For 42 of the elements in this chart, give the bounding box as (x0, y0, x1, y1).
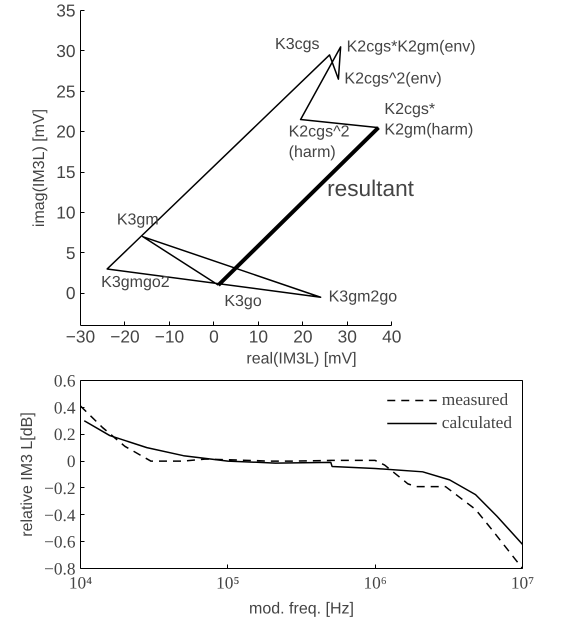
annotation: K2cgs*K2gm(env) (346, 38, 476, 56)
x-tick-label: 10 (248, 326, 268, 346)
y-tick-label: −0.6 (44, 532, 76, 552)
y-axis-title: relative IM3 L[dB] (19, 412, 36, 537)
y-tick-label: 15 (56, 162, 76, 182)
y-tick-label: 5 (66, 242, 76, 263)
y-tick-label: 30 (56, 40, 76, 61)
annotation: K3cgs (275, 36, 320, 53)
annotation: K2cgs^2(env) (344, 70, 442, 88)
x-tick-label: −10 (154, 326, 184, 346)
y-tick-label: 0 (66, 283, 76, 304)
annotation: resultant (327, 175, 415, 202)
x-tick-label: 0 (209, 326, 219, 346)
x-tick-label: 30 (338, 326, 357, 346)
y-tick-label: 0.4 (54, 398, 76, 418)
x-tick-label: 40 (382, 326, 402, 346)
x-axis-title: real(IM3L) [mV] (246, 350, 357, 368)
y-tick-label: 0.2 (54, 425, 76, 444)
annotation: K3gmgo2 (101, 274, 170, 291)
y-axis-title: imag(IM3L) [mV] (31, 108, 48, 228)
y-tick-label: 35 (56, 0, 76, 20)
annotation: K2cgs^2 (harm) (288, 124, 350, 161)
x-tick-label: 10⁶ (363, 574, 387, 592)
y-tick-label: 20 (56, 122, 76, 142)
y-tick-label: 25 (56, 81, 76, 102)
x-tick-label: −20 (110, 326, 140, 346)
y-tick-label: 0.6 (54, 372, 76, 390)
annotation: K3go (224, 293, 262, 310)
x-axis-title: mod. freq. [Hz] (249, 600, 354, 618)
y-tick-label: −0.2 (44, 478, 76, 498)
x-tick-label: −30 (66, 326, 96, 346)
legend-label: measured (442, 390, 508, 410)
y-tick-label: −0.4 (44, 506, 76, 525)
legend-label: calculated (442, 413, 512, 433)
annotation: K3gm (116, 212, 159, 229)
annotation: K3gm2go (328, 288, 398, 306)
y-tick-label: 10 (56, 202, 76, 222)
x-tick-label: 10⁵ (216, 574, 240, 592)
y-tick-label: 0 (66, 452, 76, 472)
x-tick-label: 10⁷ (510, 574, 534, 592)
x-tick-label: 20 (293, 326, 312, 346)
annotation: K2cgs* K2gm(harm) (384, 100, 474, 138)
